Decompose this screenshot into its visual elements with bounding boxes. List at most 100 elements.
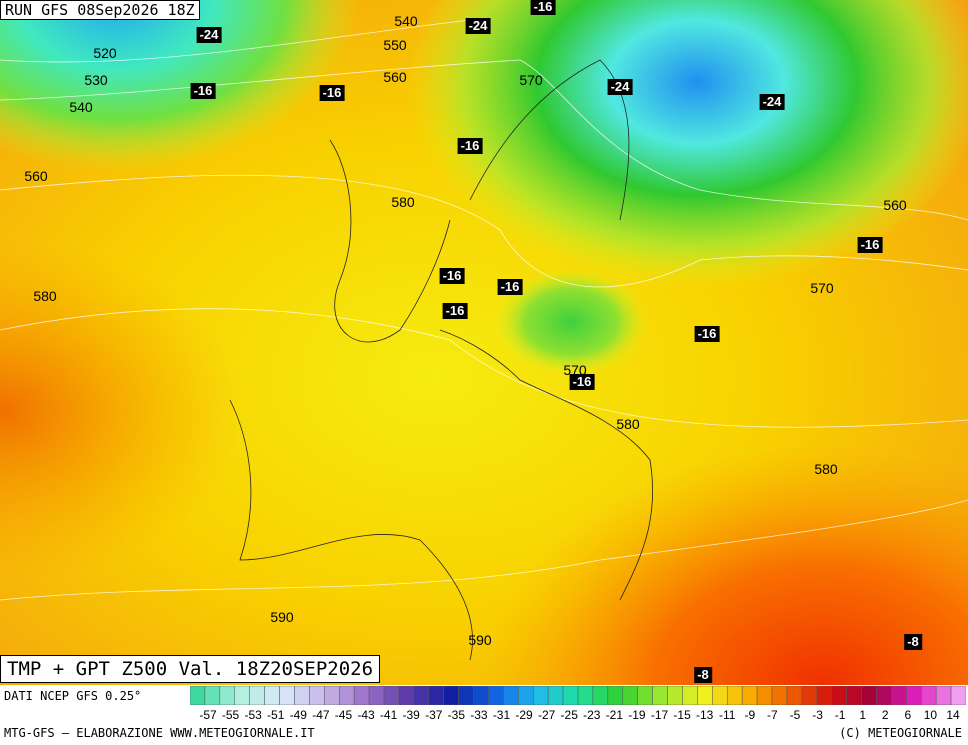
- contour-label: 540: [394, 13, 418, 29]
- map: [0, 0, 968, 685]
- contour-label: 580: [814, 461, 838, 477]
- colorbar-swatch: [891, 686, 907, 705]
- contour-label: 560: [383, 69, 407, 85]
- colorbar-swatch: [726, 686, 743, 705]
- colorbar-label: 6: [904, 708, 912, 722]
- colorbar-swatch: [294, 686, 310, 705]
- colorbar-label: -21: [605, 708, 624, 722]
- colorbar-swatch: [592, 686, 609, 705]
- colorbar-label: -33: [470, 708, 488, 722]
- contour-label: 570: [519, 72, 543, 88]
- run-label: RUN GFS 08Sep2026 18Z: [0, 0, 200, 20]
- colorbar-swatch: [771, 686, 788, 705]
- contour-label: 560: [24, 168, 48, 184]
- temperature-label: -16: [319, 85, 345, 101]
- contour-label: 540: [69, 99, 93, 115]
- colorbar-swatch: [741, 686, 758, 705]
- colorbar-swatch: [413, 686, 430, 705]
- temperature-label: -16: [694, 326, 720, 342]
- colorbar-label: -27: [537, 708, 556, 722]
- colorbar-swatch: [846, 686, 862, 705]
- colorbar-swatch: [443, 686, 459, 705]
- colorbar-label: 14: [946, 708, 960, 722]
- colorbar-swatch: [920, 686, 937, 705]
- colorbar-swatch: [607, 686, 624, 705]
- temperature-label: -24: [607, 79, 633, 95]
- colorbar-swatch: [324, 686, 340, 705]
- colorbar-swatch: [682, 686, 698, 705]
- colorbar-label: -31: [492, 708, 511, 722]
- colorbar-label: -43: [357, 708, 375, 722]
- contour-label: 580: [33, 288, 57, 304]
- colorbar-swatch: [637, 686, 653, 705]
- temperature-label: -8: [694, 667, 712, 683]
- colorbar-label: -13: [695, 708, 714, 722]
- colorbar-label: -45: [334, 708, 353, 722]
- contour-label: 530: [84, 72, 108, 88]
- contour-label: 570: [810, 280, 834, 296]
- source: DATI NCEP GFS 0.25°: [4, 689, 142, 703]
- colorbar-swatch: [458, 686, 474, 705]
- colorbar-label: -47: [312, 708, 330, 722]
- colorbar-label: -53: [244, 708, 262, 722]
- colorbar-swatch: [831, 686, 847, 705]
- colorbar-swatch: [861, 686, 877, 705]
- colorbar-swatch: [518, 686, 534, 705]
- colorbar-label: -23: [583, 708, 601, 722]
- copyright: (C) METEOGIORNALE: [839, 726, 962, 740]
- contour-label: 560: [883, 197, 907, 213]
- temperature-label: -16: [190, 83, 216, 99]
- colorbar-swatch: [428, 686, 444, 705]
- colorbar-swatch: [473, 686, 489, 705]
- colorbar: [190, 686, 966, 705]
- colorbar-label: -25: [560, 708, 578, 722]
- colorbar-swatch: [697, 686, 713, 705]
- colorbar-label: -41: [379, 708, 398, 722]
- colorbar-label: -51: [267, 708, 285, 722]
- colorbar-swatch: [488, 686, 504, 705]
- colorbar-swatch: [383, 686, 400, 705]
- temperature-label: -16: [439, 268, 465, 284]
- temperature-label: -16: [530, 0, 556, 15]
- colorbar-swatch: [264, 686, 280, 705]
- contour-label: 580: [391, 194, 415, 210]
- colorbar-swatch: [353, 686, 370, 705]
- colorbar-label: -35: [447, 708, 465, 722]
- colorbar-label: -19: [628, 708, 646, 722]
- credit: MTG-GFS — ELABORAZIONE WWW.METEOGIORNALE…: [4, 726, 315, 740]
- colorbar-label: -15: [673, 708, 691, 722]
- colorbar-swatch: [249, 686, 265, 705]
- contour-label: 590: [270, 609, 294, 625]
- map-title: TMP + GPT Z500 Val. 18Z20SEP2026: [0, 655, 381, 683]
- colorbar-label: -3: [812, 708, 823, 722]
- colorbar-swatch: [906, 686, 922, 705]
- temperature-label: -16: [857, 237, 883, 253]
- temperature-label: -24: [196, 27, 222, 43]
- temperature-label: -24: [465, 18, 491, 34]
- coastlines: [229, 59, 653, 661]
- colorbar-label: -55: [221, 708, 240, 722]
- colorbar-swatch: [816, 686, 832, 705]
- contour-label: 520: [93, 45, 117, 61]
- temperature-label: -16: [442, 303, 468, 319]
- colorbar-swatch: [622, 686, 638, 705]
- colorbar-swatch: [786, 686, 803, 705]
- colorbar-label: -57: [199, 708, 217, 722]
- colorbar-swatch: [190, 686, 206, 705]
- colorbar-label: -29: [515, 708, 533, 722]
- colorbar-label: -39: [402, 708, 420, 722]
- colorbar-label: 1: [859, 708, 867, 722]
- colorbar-label: -11: [719, 708, 736, 722]
- colorbar-swatch: [577, 686, 594, 705]
- colorbar-label: 10: [923, 708, 938, 722]
- colorbar-label: -5: [789, 708, 801, 722]
- colorbar-swatch: [309, 686, 325, 705]
- temperature-label: -16: [457, 138, 483, 154]
- colorbar-label: -37: [425, 708, 443, 722]
- colorbar-swatch: [219, 686, 236, 705]
- colorbar-swatch: [398, 686, 415, 705]
- colorbar-swatch: [652, 686, 668, 705]
- colorbar-swatch: [547, 686, 564, 705]
- colorbar-swatch: [503, 686, 519, 705]
